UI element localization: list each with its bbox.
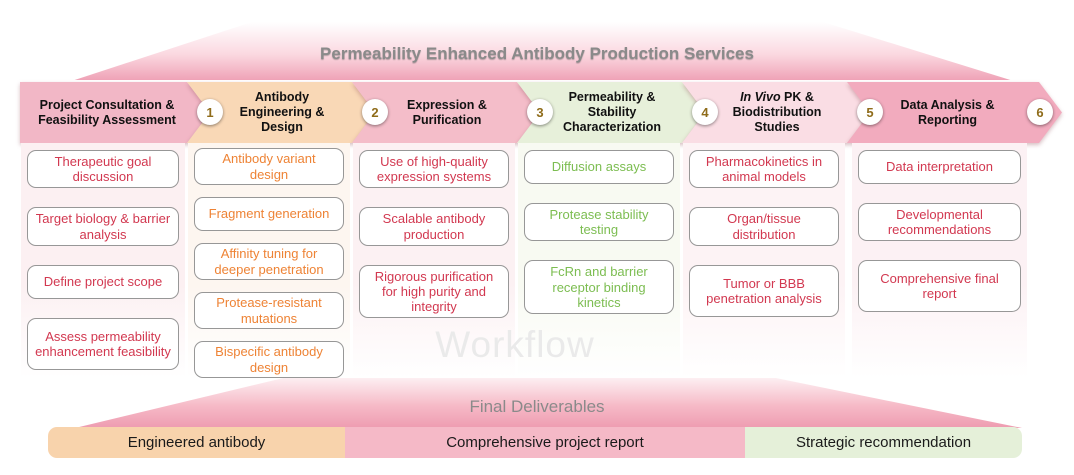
stage-item: Affinity tuning for deeper penetration: [194, 243, 344, 280]
stage-header-5: In Vivo PK & Biodistribution Studies: [682, 82, 870, 143]
deliverable-box-strategic-recommendation: Strategic recommendation: [745, 427, 1022, 458]
stage-column-4: Diffusion assays Protease stability test…: [518, 143, 680, 378]
stage-item: Define project scope: [27, 264, 179, 299]
stage-item: Organ/tissue distribution: [689, 207, 839, 246]
stage-title: Permeability & Stability Characterizatio…: [563, 90, 661, 134]
stage-column-2: Antibody variant design Fragment generat…: [188, 143, 350, 378]
stage-column-5: Pharmacokinetics in animal models Organ/…: [683, 143, 845, 378]
step-number-badge-2: 2: [362, 99, 388, 125]
stage-item: Fragment generation: [194, 197, 344, 231]
stage-item: Tumor or BBB penetration analysis: [689, 264, 839, 317]
stage-item: Pharmacokinetics in animal models: [689, 150, 839, 189]
stage-item: Target biology & barrier analysis: [27, 207, 179, 246]
step-number-badge-6: 6: [1027, 99, 1053, 125]
stage-item: Developmental recommendations: [858, 203, 1021, 242]
stage-item: Diffusion assays: [524, 150, 674, 184]
workflow-watermark: Workflow: [435, 324, 595, 365]
stage-item: FcRn and barrier receptor binding kineti…: [524, 260, 674, 315]
stage-chevron-shape: Expression & Purification: [352, 82, 540, 143]
stage-item: Protease stability testing: [524, 203, 674, 242]
deliverable-box-engineered-antibody: Engineered antibody: [48, 427, 345, 458]
stage-title: Antibody Engineering & Design: [239, 90, 325, 134]
stage-title: In Vivo PK & Biodistribution Studies: [732, 90, 822, 134]
deliverable-box-project-report: Comprehensive project report: [345, 427, 745, 458]
stage-header-4: Permeability & Stability Characterizatio…: [517, 82, 705, 143]
stage-chevron-shape: Project Consultation & Feasibility Asses…: [20, 82, 210, 143]
stage-chevron-shape: Permeability & Stability Characterizatio…: [517, 82, 705, 143]
stage-header-1: Project Consultation & Feasibility Asses…: [20, 82, 210, 143]
stage-item: Bispecific antibody design: [194, 341, 344, 378]
stage-item: Data interpretation: [858, 150, 1021, 184]
stage-header-3: Expression & Purification: [352, 82, 540, 143]
stage-column-3: Use of high-quality expression systems S…: [353, 143, 515, 378]
stage-title: Project Consultation & Feasibility Asses…: [38, 97, 176, 127]
stage-title: Data Analysis & Reporting: [900, 97, 995, 127]
stage-title: Expression & Purification: [407, 97, 487, 127]
deliverables-row: Engineered antibody Comprehensive projec…: [48, 427, 1022, 458]
page-title: Permeability Enhanced Antibody Productio…: [320, 44, 754, 63]
stage-chevron-shape: In Vivo PK & Biodistribution Studies: [682, 82, 870, 143]
step-number-badge-3: 3: [527, 99, 553, 125]
stage-item: Assess permeability enhancement feasibil…: [27, 317, 179, 370]
step-number-badge-4: 4: [692, 99, 718, 125]
stage-column-1: Therapeutic goal discussion Target biolo…: [21, 143, 185, 378]
stage-item: Scalable antibody production: [359, 207, 509, 246]
stage-item: Therapeutic goal discussion: [27, 150, 179, 189]
stage-column-6: Data interpretation Developmental recomm…: [852, 143, 1027, 378]
stage-item: Antibody variant design: [194, 148, 344, 185]
stage-item: Comprehensive final report: [858, 260, 1021, 313]
stage-item: Protease-resistant mutations: [194, 292, 344, 329]
deliverables-title: Final Deliverables: [469, 397, 605, 416]
step-number-badge-1: 1: [197, 99, 223, 125]
step-number-badge-5: 5: [857, 99, 883, 125]
stage-item: Use of high-quality expression systems: [359, 150, 509, 189]
stage-item: Rigorous purification for high purity an…: [359, 264, 509, 319]
